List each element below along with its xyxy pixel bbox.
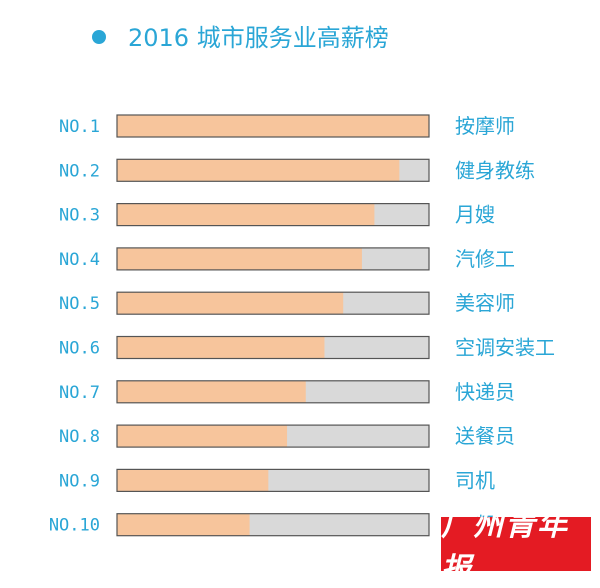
rank-label: NO.1 (59, 117, 100, 137)
bar (117, 469, 269, 492)
bar-rows: NO.1 按摩师 NO.2 健身教练 NO.3 月嫂 NO.4 汽修工 NO.5 美容师 NO.6 空… (49, 114, 555, 537)
bar-outline (116, 291, 430, 315)
newspaper-logo: 广州青年报 (441, 508, 591, 587)
rank-label: NO.3 (59, 206, 100, 226)
category-label: 月嫂 (455, 203, 495, 227)
rank-label: NO.9 (59, 471, 100, 491)
bar (117, 513, 250, 536)
bar-outline (116, 424, 430, 448)
chart-title: 2016 城市服务业高薪榜 (128, 24, 389, 52)
bar-outline (116, 247, 430, 271)
category-label: 送餐员 (455, 424, 515, 448)
category-label: 美容师 (455, 291, 515, 315)
rank-label: NO.2 (59, 161, 100, 181)
bar (117, 336, 325, 359)
bar-outline (116, 380, 430, 404)
rank-label: NO.4 (59, 250, 100, 270)
bar (117, 380, 306, 403)
category-label: 快递员 (455, 380, 515, 404)
bar (117, 292, 344, 315)
category-label: 司机 (455, 468, 495, 492)
bar-outline (116, 335, 430, 360)
bar-outline (116, 114, 430, 138)
category-label: 空调安装工 (455, 336, 555, 360)
rank-label: NO.10 (49, 516, 100, 536)
bar (117, 247, 362, 270)
bar-outline (116, 158, 430, 182)
bar (117, 425, 288, 448)
bar-outline (116, 468, 430, 492)
bar (117, 115, 429, 137)
bar-outline (116, 203, 430, 227)
bar (117, 203, 375, 226)
category-label: 健身教练 (455, 158, 535, 182)
bar-outline (116, 513, 430, 537)
rank-label: NO.6 (59, 339, 100, 359)
category-label: 按摩师 (455, 114, 515, 138)
title-bullet-icon (92, 30, 106, 44)
category-label: 汽修工 (455, 247, 515, 271)
bar (117, 159, 400, 182)
rank-label: NO.5 (59, 294, 100, 314)
rank-label: NO.8 (59, 427, 100, 447)
rank-label: NO.7 (59, 383, 100, 403)
